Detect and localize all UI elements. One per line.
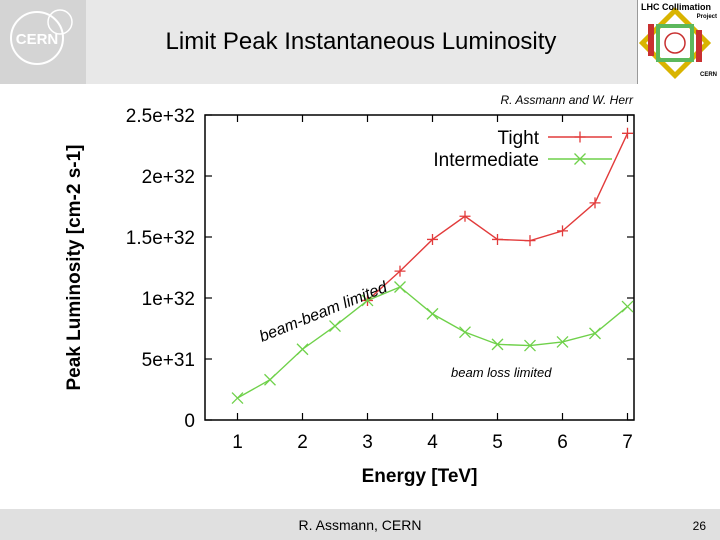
data-point-tight bbox=[589, 197, 601, 209]
legend-label-tight: Tight bbox=[497, 128, 539, 149]
data-point-intermediate bbox=[264, 373, 276, 386]
footer-author: R. Assmann, CERN bbox=[298, 517, 422, 533]
x-tick-label: 3 bbox=[362, 432, 373, 453]
data-point-intermediate bbox=[394, 281, 406, 293]
lhc-collimation-logo: LHC Collimation Project CERN bbox=[637, 0, 720, 84]
plot-frame bbox=[204, 114, 635, 421]
credit-text: R. Assmann and W. Herr bbox=[500, 93, 633, 107]
y-axis-label: Peak Luminosity [cm-2 s-1] bbox=[64, 144, 85, 390]
y-tick-label: 2e+32 bbox=[142, 167, 195, 188]
luminosity-chart: 0 5e+31 1e+32 1.5e+32 2e+32 2.5e+32 1 2 3 4 5 6 7 Ene… bbox=[64, 106, 635, 487]
data-point-intermediate bbox=[524, 339, 536, 352]
legend-marker-intermediate bbox=[574, 153, 586, 165]
cern-logo: CERN bbox=[0, 0, 86, 84]
legend-label-intermediate: Intermediate bbox=[433, 150, 539, 171]
footer-band bbox=[0, 509, 720, 540]
cern-logo-graphic: CERN bbox=[10, 9, 73, 65]
x-tick-label: 5 bbox=[492, 432, 503, 453]
annotation-beam-loss: beam loss limited bbox=[451, 365, 552, 380]
y-tick-label: 0 bbox=[184, 411, 195, 432]
data-point-tight bbox=[459, 210, 471, 222]
data-point-intermediate bbox=[426, 307, 439, 320]
data-point-tight bbox=[557, 225, 568, 237]
data-point-tight bbox=[427, 233, 438, 245]
y-tick-label: 1.5e+32 bbox=[126, 228, 195, 249]
data-point-intermediate bbox=[556, 335, 569, 348]
lhc-logo-subtitle: Project bbox=[696, 14, 717, 20]
header-band bbox=[0, 0, 720, 84]
data-point-intermediate bbox=[329, 320, 341, 333]
x-axis-label: Energy [TeV] bbox=[362, 466, 478, 487]
x-tick-label: 6 bbox=[557, 432, 568, 453]
x-tick-label: 2 bbox=[297, 432, 308, 453]
x-tick-label: 7 bbox=[622, 432, 633, 453]
y-tick-label: 2.5e+32 bbox=[126, 106, 195, 127]
data-point-tight bbox=[524, 235, 536, 247]
data-point-intermediate bbox=[589, 327, 601, 340]
data-point-intermediate bbox=[296, 343, 309, 356]
data-point-intermediate bbox=[361, 294, 374, 307]
data-point-tight bbox=[492, 233, 503, 245]
x-tick-label: 4 bbox=[427, 432, 438, 453]
y-tick-label: 5e+31 bbox=[142, 350, 195, 371]
page-number: 26 bbox=[692, 519, 706, 533]
slide-title: Limit Peak Instantaneous Luminosity bbox=[165, 28, 557, 55]
y-tick-label: 1e+32 bbox=[142, 289, 195, 310]
legend-marker-tight bbox=[574, 131, 586, 143]
data-point-intermediate bbox=[491, 338, 504, 351]
annotation-beam-beam: beam-beam limited bbox=[257, 279, 391, 346]
data-point-tight bbox=[394, 265, 406, 277]
lhc-logo-title: LHC Collimation bbox=[641, 2, 711, 12]
series-line-intermediate bbox=[237, 286, 628, 399]
data-point-tight bbox=[622, 127, 633, 139]
lhc-logo-graphic bbox=[638, 6, 712, 80]
data-point-intermediate bbox=[231, 392, 244, 404]
cern-logo-text: CERN bbox=[16, 31, 59, 48]
data-point-intermediate bbox=[459, 326, 471, 339]
x-tick-label: 1 bbox=[232, 432, 243, 453]
lhc-logo-cern: CERN bbox=[699, 72, 717, 78]
data-point-intermediate bbox=[621, 300, 634, 313]
